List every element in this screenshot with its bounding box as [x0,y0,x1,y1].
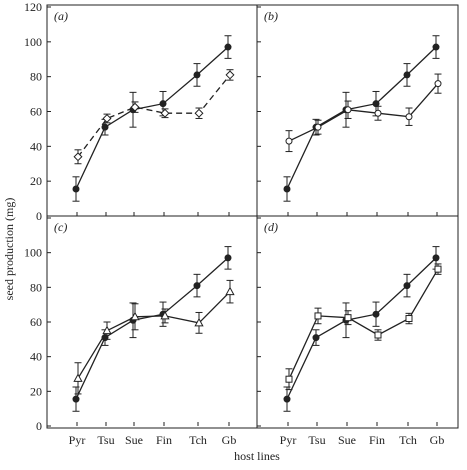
x-tick-label: Gb [222,433,237,447]
y-tick-label: 20 [30,384,42,398]
data-point [73,373,83,382]
data-point [405,315,413,323]
series-line [286,46,437,190]
y-tick-label: 20 [30,174,42,188]
data-point [283,185,291,193]
data-point [101,123,109,131]
data-point [224,43,232,51]
data-point [283,395,291,403]
y-tick-label: 0 [36,209,42,223]
data-point [193,71,201,79]
x-tick-label: Gb [430,433,445,447]
series-line [77,74,231,158]
panel-label: (d) [264,220,278,234]
y-tick-label: 0 [36,419,42,433]
data-point [314,123,322,131]
x-tick-label: Fin [369,433,385,447]
data-point [160,310,170,320]
data-point [285,375,293,383]
x-tick-label: Sue [338,433,356,447]
data-point [130,102,140,112]
data-point [344,106,352,114]
series-line [288,83,439,142]
data-point [405,113,413,121]
data-point [194,108,204,118]
data-point [372,100,380,108]
x-tick-label: Pyr [280,433,297,447]
x-tick-label: Tsu [97,433,114,447]
data-point [73,152,83,162]
data-point [314,312,322,320]
data-point [225,70,235,80]
data-point [224,254,232,262]
data-point [312,334,320,342]
x-tick-label: Tsu [308,433,325,447]
data-point [372,310,380,318]
series-line [75,257,229,400]
data-point [344,314,352,322]
data-point [374,109,382,117]
y-axis-title: seed production (mg) [2,198,16,301]
data-point [159,100,167,108]
data-point [72,395,80,403]
y-tick-label: 80 [30,70,42,84]
data-point [102,325,112,335]
data-point [403,282,411,290]
data-point [225,286,235,296]
x-tick-label: Fin [156,433,172,447]
series-line [77,291,231,379]
data-layer [72,35,442,412]
label-layer: (a) 0 20 40 60 80 100 120 (b) (c) 0 20 40 60 80 100 Pyr T… [24,0,444,447]
y-tick-label: 100 [24,246,42,260]
y-tick-label: 80 [30,280,42,294]
data-point [403,71,411,79]
data-point [285,137,293,145]
x-tick-label: Tch [399,433,417,447]
y-tick-label: 100 [24,35,42,49]
panel-label: (a) [54,9,68,23]
data-point [102,113,112,123]
data-point [193,282,201,290]
series-line [288,268,439,380]
data-point [160,108,170,118]
data-point [434,265,442,273]
panel-label: (c) [54,220,67,234]
series-line [286,257,437,400]
data-point [130,311,140,321]
data-point [194,317,204,327]
y-tick-label: 120 [24,0,42,14]
data-point [432,43,440,51]
data-point [72,185,80,193]
y-tick-label: 40 [30,350,42,364]
x-tick-label: Tch [189,433,207,447]
x-tick-label: Sue [125,433,143,447]
y-tick-label: 60 [30,315,42,329]
data-point [432,254,440,262]
panel-label: (b) [264,9,278,23]
x-axis-title: host lines [234,449,280,463]
data-point [374,331,382,339]
x-tick-label: Pyr [69,433,86,447]
series-line [75,46,229,190]
y-tick-label: 40 [30,139,42,153]
y-tick-label: 60 [30,105,42,119]
axes-layer [46,4,459,429]
data-point [434,80,442,88]
